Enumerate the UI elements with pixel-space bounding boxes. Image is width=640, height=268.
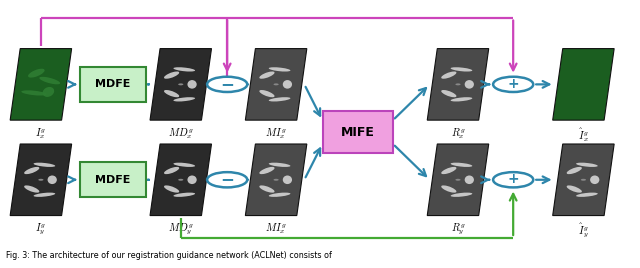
Ellipse shape [21,90,47,95]
FancyBboxPatch shape [80,162,146,197]
Polygon shape [428,49,489,120]
Ellipse shape [283,176,292,184]
Circle shape [178,83,183,85]
Ellipse shape [566,185,582,193]
FancyBboxPatch shape [323,111,393,153]
Text: $\hat{I}_y^g$: $\hat{I}_y^g$ [578,222,589,240]
Ellipse shape [164,185,179,193]
Circle shape [493,172,533,187]
Ellipse shape [173,193,195,197]
Text: $I_x^g$: $I_x^g$ [35,126,47,141]
Ellipse shape [24,167,40,174]
Ellipse shape [43,87,54,97]
Text: $R_x^g$: $R_x^g$ [451,126,465,141]
Circle shape [581,179,586,181]
Ellipse shape [259,72,275,79]
Ellipse shape [259,185,275,193]
Circle shape [178,179,183,181]
Polygon shape [428,144,489,215]
Ellipse shape [269,97,291,102]
Ellipse shape [259,90,275,97]
Circle shape [273,179,278,181]
Ellipse shape [259,167,275,174]
Ellipse shape [173,97,195,102]
Ellipse shape [441,90,456,97]
Ellipse shape [576,193,598,197]
Polygon shape [553,144,614,215]
Polygon shape [150,144,211,215]
Ellipse shape [566,167,582,174]
Polygon shape [245,144,307,215]
Ellipse shape [441,72,456,79]
Text: $I_y^g$: $I_y^g$ [35,222,47,237]
Ellipse shape [590,176,600,184]
FancyBboxPatch shape [80,67,146,102]
Text: $MD_x^g$: $MD_x^g$ [168,126,193,141]
Ellipse shape [28,69,45,78]
Ellipse shape [269,163,291,167]
Circle shape [456,83,461,85]
Polygon shape [150,49,211,120]
Polygon shape [553,49,614,120]
Text: MIFE: MIFE [340,126,374,139]
Circle shape [456,179,461,181]
Ellipse shape [33,163,55,167]
Ellipse shape [441,185,456,193]
Text: MDFE: MDFE [95,175,131,185]
Ellipse shape [173,67,195,72]
Ellipse shape [188,80,196,89]
Circle shape [207,172,247,187]
Text: +: + [508,172,519,186]
Text: Fig. 3: The architecture of our registration guidance network (ACLNet) consists : Fig. 3: The architecture of our registra… [6,251,332,260]
Text: $MI_x^g$: $MI_x^g$ [266,126,287,141]
Ellipse shape [451,163,472,167]
Circle shape [207,77,247,92]
Text: −: − [220,170,234,188]
Ellipse shape [441,167,456,174]
Ellipse shape [33,193,55,197]
Polygon shape [10,49,72,120]
Ellipse shape [39,77,60,84]
Ellipse shape [451,67,472,72]
Circle shape [38,179,44,181]
Ellipse shape [188,176,196,184]
Circle shape [493,77,533,92]
Text: $MD_y^g$: $MD_y^g$ [168,222,193,237]
Ellipse shape [269,193,291,197]
Ellipse shape [24,185,40,193]
Circle shape [273,83,278,85]
Text: MDFE: MDFE [95,79,131,89]
Ellipse shape [164,167,179,174]
Polygon shape [245,49,307,120]
Ellipse shape [47,176,57,184]
Ellipse shape [283,80,292,89]
Polygon shape [10,144,72,215]
Ellipse shape [164,72,179,79]
Text: $R_y^g$: $R_y^g$ [451,222,465,237]
Ellipse shape [451,97,472,102]
Ellipse shape [576,163,598,167]
Text: $\hat{I}_x^g$: $\hat{I}_x^g$ [578,126,589,144]
Text: +: + [508,77,519,91]
Ellipse shape [451,193,472,197]
Text: $MI_x^g$: $MI_x^g$ [266,222,287,236]
Ellipse shape [465,176,474,184]
Text: −: − [220,75,234,93]
Ellipse shape [164,90,179,97]
Ellipse shape [465,80,474,89]
Ellipse shape [173,163,195,167]
Ellipse shape [269,67,291,72]
